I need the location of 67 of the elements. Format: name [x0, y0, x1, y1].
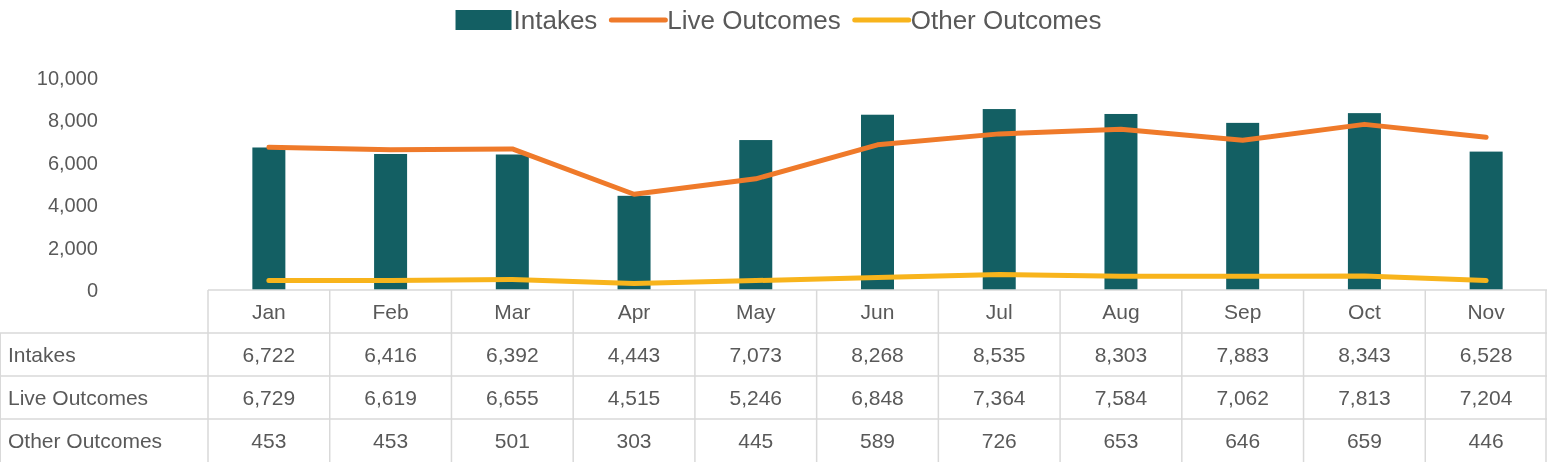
text: Live Outcomes [8, 385, 149, 409]
bar [739, 140, 773, 290]
x-tick-label: May [735, 299, 777, 323]
data-label: 8,268 [851, 342, 904, 366]
y-tick-label: 10,000 [36, 66, 98, 89]
data-label: 501 [494, 428, 530, 452]
data-label: 7,883 [1216, 342, 1269, 366]
bar [374, 153, 408, 290]
data-label: 6,729 [242, 385, 296, 409]
legend-label: Intakes [513, 5, 598, 35]
data-label: 8,535 [972, 342, 1026, 366]
text: Other Outcomes [8, 428, 163, 452]
data-label: 303 [616, 428, 652, 452]
x-tick-label: Sep [1223, 299, 1262, 323]
data-label: 646 [1225, 428, 1261, 452]
x-tick-label: Apr [617, 299, 651, 323]
text: Intakes [8, 342, 76, 366]
y-tick-label: 6,000 [47, 151, 98, 174]
data-label: 6,722 [242, 342, 296, 366]
bar [982, 109, 1016, 290]
data-label: 7,073 [729, 342, 783, 366]
legend-label: Live Outcomes [667, 5, 841, 35]
data-label: 8,343 [1338, 342, 1391, 366]
y-tick-label: 0 [86, 278, 98, 301]
data-label: 446 [1468, 428, 1504, 452]
data-label: 6,392 [486, 342, 539, 366]
bar [617, 195, 651, 290]
data-label: 445 [738, 428, 774, 452]
data-label: 6,655 [486, 385, 539, 409]
data-label: 5,246 [729, 385, 783, 409]
data-label: 6,619 [364, 385, 417, 409]
data-label: 659 [1346, 428, 1382, 452]
x-tick-label: Jun [860, 299, 895, 323]
y-tick-label: 2,000 [47, 236, 98, 259]
data-label: 4,443 [607, 342, 661, 366]
x-tick-label: Nov [1467, 299, 1506, 323]
bar [1226, 122, 1260, 290]
y-tick-label: 8,000 [47, 109, 98, 132]
y-tick-label: 4,000 [47, 194, 98, 217]
data-label: 653 [1103, 428, 1139, 452]
data-label: 453 [373, 428, 409, 452]
data-label: 7,204 [1459, 385, 1513, 409]
data-label: 6,848 [851, 385, 904, 409]
data-label: 4,515 [607, 385, 661, 409]
x-tick-label: Mar [494, 299, 531, 323]
bar [1104, 113, 1138, 290]
data-label: 7,813 [1338, 385, 1391, 409]
data-label: 6,416 [364, 342, 417, 366]
x-tick-label: Aug [1102, 299, 1140, 323]
bar [252, 147, 286, 290]
data-label: 8,303 [1094, 342, 1148, 366]
x-tick-label: Jul [985, 299, 1013, 323]
bar [1347, 113, 1381, 290]
bar [1469, 151, 1503, 290]
data-label: 6,528 [1459, 342, 1513, 366]
data-label: 7,584 [1094, 385, 1148, 409]
x-tick-label: Feb [372, 299, 409, 323]
data-label: 7,062 [1216, 385, 1269, 409]
legend-label: Other Outcomes [910, 5, 1102, 35]
data-label: 7,364 [972, 385, 1026, 409]
bar [495, 154, 529, 290]
data-label: 726 [981, 428, 1017, 452]
data-label: 453 [251, 428, 287, 452]
x-tick-label: Jan [251, 299, 286, 323]
bar [861, 114, 894, 290]
data-label: 589 [859, 428, 896, 452]
x-tick-label: Oct [1348, 299, 1381, 323]
